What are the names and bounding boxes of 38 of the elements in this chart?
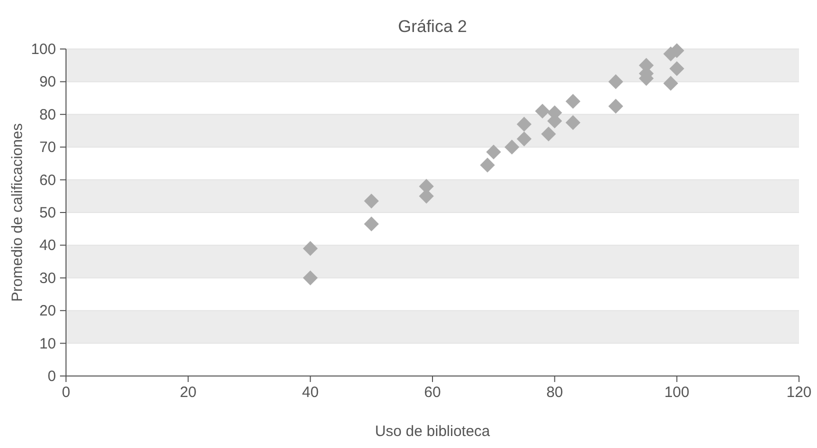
x-tick-label: 100 [664, 384, 690, 401]
point [566, 94, 580, 109]
x-tick-label: 40 [302, 384, 319, 401]
y-axis-title: Promedio de calificaciones [9, 123, 26, 302]
point [608, 98, 624, 114]
point [302, 270, 318, 286]
x-tick-label: 20 [180, 384, 197, 401]
point [302, 241, 318, 256]
point [566, 115, 580, 130]
y-tick-label: 80 [39, 106, 56, 124]
y-tick-label: 70 [39, 139, 56, 156]
y-tick-label: 10 [39, 335, 56, 352]
x-tick-label: 120 [786, 384, 812, 401]
x-tick-label: 80 [546, 384, 564, 401]
x-tick-label: 0 [62, 384, 70, 401]
point [364, 216, 379, 232]
point [486, 144, 501, 160]
y-tick-label: 40 [39, 237, 56, 254]
x-axis-title: Uso de biblioteca [374, 423, 491, 440]
point [541, 126, 556, 142]
point [480, 158, 495, 172]
y-tick-label: 20 [39, 302, 56, 320]
y-tick-label: 30 [39, 270, 56, 287]
point [535, 104, 550, 119]
chart-title: Gráfica 2 [398, 17, 467, 36]
y-tick-label: 60 [39, 172, 56, 189]
point [663, 76, 678, 91]
y-tick-label: 100 [30, 41, 56, 58]
point [669, 61, 684, 76]
y-tick-label: 90 [39, 74, 56, 91]
point [516, 116, 532, 132]
point [516, 132, 532, 146]
x-tick-label: 60 [424, 384, 441, 401]
point [504, 140, 520, 155]
point [364, 194, 379, 208]
point [608, 74, 624, 90]
y-tick-label: 50 [39, 204, 56, 222]
y-tick-label: 0 [48, 368, 56, 385]
